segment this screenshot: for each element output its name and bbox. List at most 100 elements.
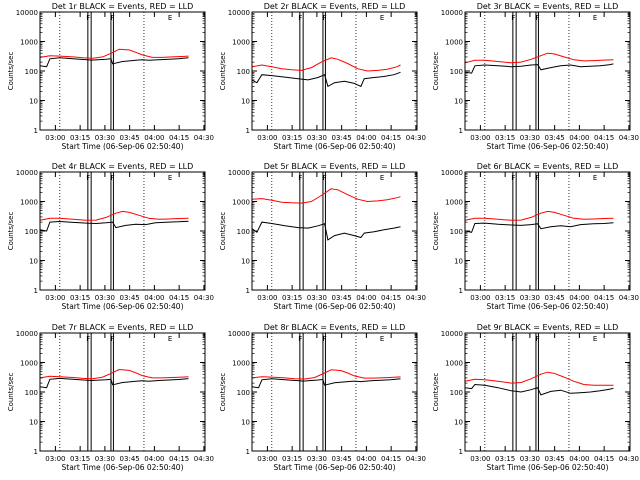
x-tick-label: 03:30 [307,455,327,463]
plot-frame [39,171,206,291]
series-line-events [39,377,189,389]
plot-frame [464,171,631,291]
x-tick-label: 04:30 [619,134,639,142]
x-tick-label: 04:00 [356,134,376,142]
flag-label: E [168,335,172,343]
x-tick-label: 03:45 [120,294,140,302]
y-tick-label: 1000 [20,360,38,368]
x-tick-label: 04:15 [381,294,401,302]
y-tick-label: 10 [29,419,38,427]
x-tick-label: 03:00 [257,294,277,302]
flag-label: E [168,14,172,22]
x-axis-label: Start Time (06-Sep-06 02:50:40) [487,142,609,151]
panel-det-2: Det 2r BLACK = Events, RED = LLD F F E 1 10 10… [219,2,426,151]
x-tick-label: 03:45 [332,134,352,142]
x-axis-label: Start Time (06-Sep-06 02:50:40) [274,302,396,311]
y-tick-label: 100 [450,68,463,76]
panel-title: Det 1r BLACK = Events, RED = LLD [52,2,194,11]
x-tick-label: 04:00 [356,294,376,302]
x-tick-label: 04:30 [194,134,214,142]
y-tick-label: 1 [459,127,463,135]
y-axis-label: Counts/sec [432,212,440,251]
x-tick-label: 04:15 [381,134,401,142]
y-tick-label: 1000 [20,199,38,207]
series-line-events [251,71,401,88]
y-axis-label: Counts/sec [219,373,227,412]
plot-frame [464,332,631,452]
panel-det-8: Det 8r BLACK = Events, RED = LLD F F E 1 10 10… [219,323,426,472]
y-axis-label: Counts/sec [432,373,440,412]
x-axis-label: Start Time (06-Sep-06 02:50:40) [62,463,184,472]
series-line-events [464,63,614,74]
x-tick-label: 04:30 [406,294,426,302]
y-tick-label: 1 [459,448,463,456]
panel-title: Det 6r BLACK = Events, RED = LLD [477,162,619,171]
panel-det-4: Det 4r BLACK = Events, RED = LLD F F E 1 10 10… [7,162,214,311]
flag-label: E [380,335,384,343]
y-tick-label: 100 [237,228,250,236]
series-line-lld [251,57,401,72]
x-tick-label: 03:15 [495,134,515,142]
x-tick-label: 04:30 [406,134,426,142]
x-tick-label: 03:45 [545,134,565,142]
flag-label: F [536,14,540,22]
y-tick-label: 1 [34,127,38,135]
flag-label: F [536,174,540,182]
y-tick-label: 10 [241,258,250,266]
x-tick-label: 03:00 [45,134,65,142]
flag-label: E [380,14,384,22]
y-tick-label: 10 [454,98,463,106]
flag-label: F [323,335,327,343]
x-tick-label: 03:15 [495,294,515,302]
flag-label: F [511,174,515,182]
y-tick-label: 100 [450,389,463,397]
y-tick-label: 100 [237,389,250,397]
y-tick-label: 100 [25,68,38,76]
y-tick-label: 1000 [445,39,463,47]
flag-label: E [593,174,597,182]
x-tick-label: 04:00 [356,455,376,463]
panel-title: Det 2r BLACK = Events, RED = LLD [264,2,406,11]
y-tick-label: 1000 [445,199,463,207]
y-tick-label: 10 [29,98,38,106]
flag-label: F [86,14,90,22]
flag-label: F [511,14,515,22]
y-tick-label: 100 [25,389,38,397]
panel-det-6: Det 6r BLACK = Events, RED = LLD F F E 1 10 10… [432,162,639,311]
y-tick-label: 10 [241,98,250,106]
x-tick-label: 03:15 [70,134,90,142]
x-tick-label: 04:15 [594,294,614,302]
flag-label: F [536,335,540,343]
x-tick-label: 03:45 [120,455,140,463]
y-tick-label: 1 [459,287,463,295]
flag-label: E [380,174,384,182]
series-line-lld [39,48,189,59]
y-tick-label: 10000 [16,169,38,177]
flag-label: F [323,14,327,22]
x-tick-label: 04:15 [594,134,614,142]
x-tick-label: 03:15 [495,455,515,463]
x-axis-label: Start Time (06-Sep-06 02:50:40) [487,302,609,311]
y-axis-label: Counts/sec [432,52,440,91]
series-line-events [251,378,401,389]
x-tick-label: 03:15 [282,134,302,142]
x-tick-label: 03:30 [307,294,327,302]
y-tick-label: 10000 [228,9,250,17]
x-tick-label: 03:45 [332,294,352,302]
series-line-lld [251,369,401,380]
x-tick-label: 04:15 [381,455,401,463]
x-tick-label: 03:00 [257,134,277,142]
x-tick-label: 04:00 [569,294,589,302]
flag-label: F [86,174,90,182]
x-tick-label: 04:30 [194,294,214,302]
flag-label: F [111,174,115,182]
y-tick-label: 1000 [20,39,38,47]
y-tick-label: 100 [450,228,463,236]
panel-det-3: Det 3r BLACK = Events, RED = LLD F F E 1 10 10… [432,2,639,151]
x-tick-label: 03:00 [470,294,490,302]
plot-frame [251,332,418,452]
y-axis-label: Counts/sec [7,373,15,412]
x-tick-label: 04:00 [569,455,589,463]
y-tick-label: 1 [246,448,250,456]
